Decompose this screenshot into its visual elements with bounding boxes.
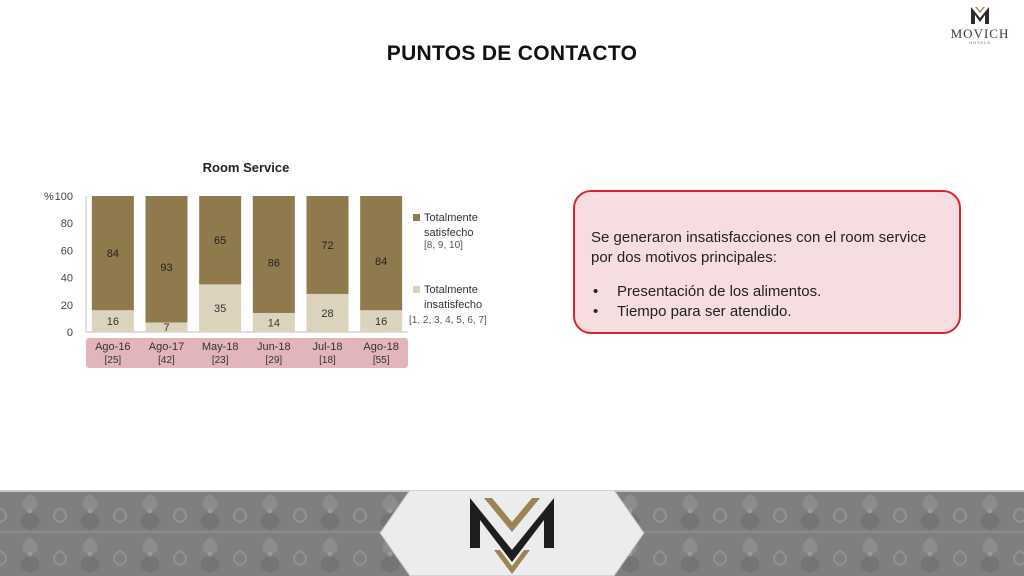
y-tick-label: 0 — [67, 327, 73, 339]
legend-note-insatisfecho: [1, 2, 3, 4, 5, 6, 7] — [409, 315, 487, 326]
x-tick-count: [55] — [373, 355, 390, 366]
category-band — [86, 338, 408, 368]
data-label-insatisfecho: 16 — [375, 316, 387, 328]
x-tick-count: [29] — [265, 355, 282, 366]
y-tick-label: 100 — [55, 191, 73, 203]
chart-title: Room Service — [203, 160, 290, 175]
bar-satisfecho — [360, 196, 403, 311]
data-label-satisfecho: 86 — [268, 257, 280, 269]
x-tick-count: [18] — [319, 355, 336, 366]
bar-insatisfecho — [145, 322, 188, 332]
legend-swatch-satisfecho — [413, 214, 420, 221]
data-label-satisfecho: 93 — [160, 262, 172, 274]
legend-swatch-insatisfecho — [413, 286, 420, 293]
brand-logo: MOVICH HOTELS — [940, 4, 1020, 48]
legend-label-satisfecho-line1: Totalmente — [424, 212, 478, 224]
movich-emblem-icon — [470, 498, 554, 574]
x-tick-label: Jul-18 — [313, 341, 343, 353]
y-unit-label: % — [44, 191, 54, 203]
x-tick-label: Jun-18 — [257, 341, 291, 353]
bar-satisfecho — [306, 196, 349, 294]
movich-logo-icon — [971, 7, 989, 24]
logo-text: MOVICH — [950, 26, 1010, 41]
data-label-satisfecho: 72 — [321, 240, 333, 252]
data-label-insatisfecho: 14 — [268, 317, 280, 329]
x-tick-count: [25] — [104, 355, 121, 366]
bar-satisfecho — [252, 196, 295, 313]
bar-insatisfecho — [91, 310, 134, 332]
y-tick-label: 40 — [61, 273, 73, 285]
callout-list: Presentación de los alimentos. Tiempo pa… — [591, 282, 943, 322]
y-tick-label: 80 — [61, 218, 73, 230]
bar-satisfecho — [199, 196, 242, 285]
data-label-satisfecho: 84 — [375, 256, 387, 268]
callout-item: Presentación de los alimentos. — [591, 282, 943, 302]
data-label-insatisfecho: 16 — [107, 316, 119, 328]
bar-insatisfecho — [199, 284, 242, 332]
room-service-chart: Room Service 0 20 40 60 80 100% 16 84 Ago-16 [25] 7… — [44, 160, 487, 368]
x-tick-label: Ago-17 — [149, 341, 184, 353]
bar-insatisfecho — [360, 310, 403, 332]
y-tick-label: 20 — [61, 300, 73, 312]
logo-subtext: HOTELS — [968, 40, 991, 45]
legend-label-insatisfecho-line2: insatisfecho — [424, 299, 482, 311]
legend-label-insatisfecho-line1: Totalmente — [424, 284, 478, 296]
x-tick-label: Ago-16 — [95, 341, 130, 353]
data-label-insatisfecho: 28 — [321, 308, 333, 320]
x-tick-count: [23] — [212, 355, 229, 366]
insight-callout: Se generaron insatisfacciones con el roo… — [573, 190, 961, 334]
footer-band — [0, 490, 1024, 576]
y-tick-label: 60 — [61, 245, 73, 257]
legend-note-satisfecho: [8, 9, 10] — [424, 240, 463, 251]
callout-item: Tiempo para ser atendido. — [591, 302, 943, 322]
callout-text: Se generaron insatisfacciones con el roo… — [591, 229, 927, 266]
bar-insatisfecho — [252, 312, 295, 332]
bar-insatisfecho — [306, 293, 349, 332]
x-tick-count: [42] — [158, 355, 175, 366]
bar-satisfecho — [145, 196, 188, 323]
data-label-satisfecho: 65 — [214, 235, 226, 247]
legend-label-satisfecho-line2: satisfecho — [424, 227, 474, 239]
data-label-insatisfecho: 35 — [214, 303, 226, 315]
bar-satisfecho — [91, 196, 134, 311]
x-tick-label: May-18 — [202, 341, 239, 353]
page-title: PUNTOS DE CONTACTO — [386, 42, 638, 65]
data-label-satisfecho: 84 — [107, 248, 119, 260]
x-tick-label: Ago-18 — [363, 341, 398, 353]
data-label-insatisfecho: 7 — [163, 322, 169, 334]
